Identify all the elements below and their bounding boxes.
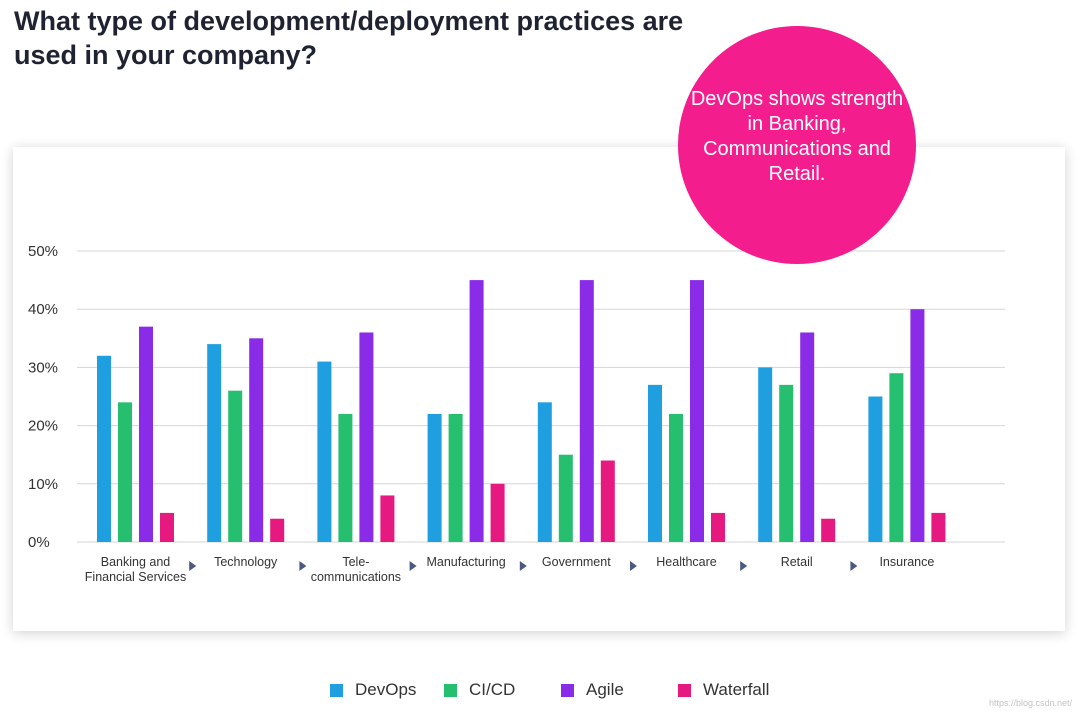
bar-agile [800, 332, 815, 542]
bar-cicd [558, 454, 573, 542]
bar-devops [317, 361, 332, 542]
bar-waterfall [490, 483, 505, 542]
separator-arrow-icon [630, 561, 637, 571]
legend-label: DevOps [355, 680, 417, 699]
bar-cicd [228, 390, 243, 542]
bar-waterfall [931, 512, 946, 542]
bar-devops [537, 402, 552, 542]
bar-devops [97, 355, 111, 542]
legend-swatch [678, 683, 691, 697]
bar-agile [249, 338, 264, 542]
separator-arrow-icon [299, 561, 307, 571]
legend-swatch [444, 683, 457, 697]
separator-arrow-icon [850, 561, 858, 571]
legend-swatch [330, 683, 343, 697]
legend-label: CI/CD [469, 680, 516, 699]
bar-devops [427, 413, 442, 542]
bar-agile [910, 309, 925, 542]
bar-agile [469, 280, 484, 542]
y-tick-label: 0% [28, 534, 50, 551]
legend-item: Agile [561, 680, 624, 700]
callout-bubble: DevOps shows strength in Banking, Commun… [678, 26, 916, 264]
category-label: Banking and Financial Services [85, 555, 186, 584]
legend: DevOps CI/CD Agile Waterfall [0, 680, 1080, 706]
y-tick-label: 20% [28, 418, 58, 435]
y-tick-label: 10% [28, 476, 58, 493]
bar-devops [758, 367, 773, 542]
bar-devops [868, 396, 883, 542]
legend-item: DevOps [330, 680, 416, 700]
bar-cicd [669, 413, 683, 542]
y-tick-label: 30% [28, 359, 58, 376]
separator-arrow-icon [519, 561, 527, 571]
bar-cicd [338, 413, 353, 542]
legend-item: CI/CD [444, 680, 515, 700]
bar-agile [359, 332, 374, 542]
bar-agile [579, 280, 594, 542]
category-label: Retail [781, 555, 813, 569]
legend-item: Waterfall [678, 680, 769, 700]
category-label: Government [542, 555, 611, 569]
bar-devops [207, 344, 222, 542]
separator-arrow-icon [409, 561, 417, 571]
category-label: Manufacturing [426, 555, 505, 569]
separator-arrow-icon [189, 561, 197, 571]
bar-agile [139, 326, 153, 542]
page-title: What type of development/deployment prac… [14, 6, 684, 70]
bar-waterfall [711, 512, 725, 542]
callout-text: DevOps shows strength in Banking, Commun… [690, 88, 904, 185]
y-tick-label: 40% [28, 301, 58, 318]
bar-cicd [779, 384, 794, 542]
bar-cicd [889, 373, 904, 542]
bar-waterfall [380, 495, 395, 542]
bar-waterfall [821, 518, 836, 542]
legend-label: Waterfall [703, 680, 770, 699]
bar-cicd [118, 402, 132, 542]
bars [97, 280, 946, 542]
y-tick-label: 50% [28, 243, 58, 260]
category-label: Healthcare [656, 555, 716, 569]
bar-waterfall [160, 512, 174, 542]
category-label: Tele-communications [311, 555, 401, 584]
category-label: Technology [214, 555, 278, 569]
separator-arrow-icon [740, 561, 748, 571]
bar-devops [648, 384, 662, 542]
legend-label: Agile [586, 680, 624, 699]
bar-cicd [448, 413, 463, 542]
bar-waterfall [270, 518, 285, 542]
axis-labels: 0% 10% 20% 30% 40% 50% Banking and Financial Se… [28, 243, 934, 584]
watermark: https://blog.csdn.net/ [988, 698, 1072, 708]
category-label: Insurance [879, 555, 934, 569]
bar-agile [690, 280, 704, 542]
bar-waterfall [600, 460, 615, 542]
legend-swatch [561, 683, 574, 697]
